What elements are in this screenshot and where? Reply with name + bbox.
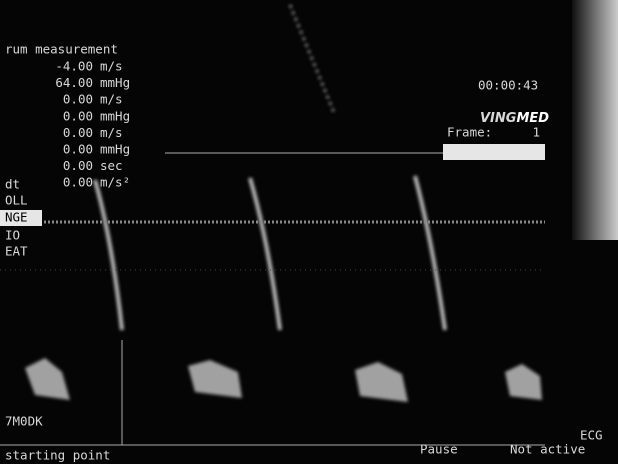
measurement-unit: m/s² [100,175,130,190]
measurement-value: 64.00 [55,75,93,90]
measurement-unit: m/s [100,125,123,140]
measurement-unit: m/s [100,59,123,74]
measurement-unit: sec [100,158,123,173]
measurement-title: rum measurement [5,42,118,57]
flow-signal [25,358,542,402]
measurement-value: 0.00 [63,92,93,107]
measurement-unit: mmHg [100,75,130,90]
side-panel [572,0,618,240]
pause-button[interactable]: Pause [420,442,458,457]
measurement-value: 0.00 [63,175,93,190]
menu-item[interactable]: EAT [5,244,28,259]
frame-bar [443,144,545,160]
brand: VINGMED [480,111,549,126]
measurement-value: 0.00 [63,125,93,140]
menu-item[interactable]: IO [5,228,20,243]
frame-value: 1 [532,125,540,140]
measurement-unit: m/s [100,92,123,107]
menu-item[interactable]: dt [5,177,20,192]
frame-label: Frame: [447,125,492,140]
measurement-value: 0.00 [63,158,93,173]
brand-part: MED [516,111,549,126]
doppler-trace [93,4,447,331]
clock: 00:00:43 [478,78,538,93]
measurement-unit: mmHg [100,142,130,157]
menu-highlight [0,210,42,226]
brand-part: VING [480,111,517,126]
status-text: starting point [5,448,110,463]
measurement-value: -4.00 [55,59,93,74]
mode-label: 7M0DK [5,414,43,429]
menu-item[interactable]: NGE [5,210,28,225]
ecg-label: ECG [580,428,603,443]
menu-item[interactable]: OLL [5,193,28,208]
active-status[interactable]: Not active [510,442,585,457]
measurement-value: 0.00 [63,108,93,123]
measurement-value: 0.00 [63,142,93,157]
measurement-unit: mmHg [100,108,130,123]
